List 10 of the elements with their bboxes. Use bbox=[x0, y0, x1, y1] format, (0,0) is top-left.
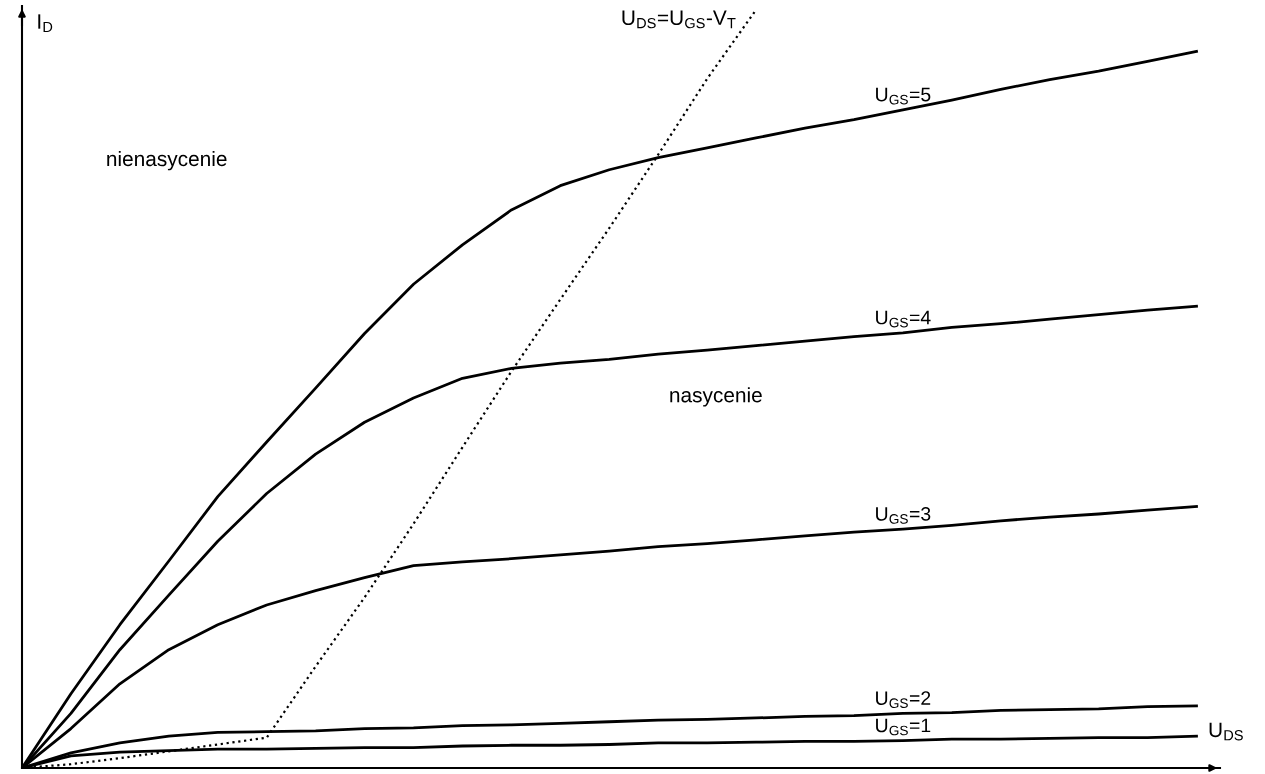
series-label: U$_{GS}$=3 bbox=[876, 506, 931, 524]
series-label: U$_{GS}$=5 bbox=[876, 87, 931, 105]
x-axis-title: U$_{DS}$ bbox=[1209, 722, 1243, 741]
series-label: U$_{DS}$=U$_{GS}$-V$_{T}$ bbox=[622, 10, 736, 29]
y-axis-title: I$_{D}$ bbox=[38, 14, 53, 32]
series-label: U$_{GS}$=1 bbox=[876, 718, 931, 736]
annotation: nienasycenie bbox=[107, 150, 227, 171]
series-label: U$_{GS}$=4 bbox=[876, 310, 931, 328]
series-label: U$_{GS}$=2 bbox=[876, 691, 931, 709]
annotation: nasycenie bbox=[670, 387, 762, 407]
